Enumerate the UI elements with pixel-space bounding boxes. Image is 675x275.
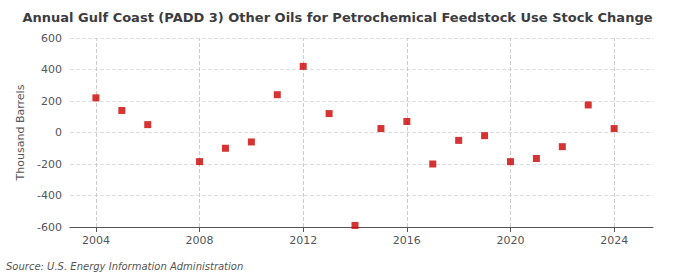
svg-text:Source: U.S. Energy Informatio: Source: U.S. Energy Information Administ… [6,261,243,272]
svg-text:Thousand Barrels: Thousand Barrels [14,84,27,181]
svg-text:2012: 2012 [289,234,317,247]
svg-text:-600: -600 [37,221,62,234]
svg-text:-400: -400 [37,189,62,202]
svg-text:400: 400 [41,63,62,76]
svg-text:Annual Gulf Coast (PADD 3) Oth: Annual Gulf Coast (PADD 3) Other Oils fo… [22,10,652,25]
svg-text:0: 0 [55,126,62,139]
svg-text:2016: 2016 [393,234,421,247]
svg-text:2020: 2020 [496,234,524,247]
svg-text:2004: 2004 [82,234,110,247]
svg-text:2008: 2008 [186,234,214,247]
svg-text:600: 600 [41,32,62,45]
svg-text:200: 200 [41,95,62,108]
svg-text:2024: 2024 [600,234,628,247]
svg-text:-200: -200 [37,158,62,171]
